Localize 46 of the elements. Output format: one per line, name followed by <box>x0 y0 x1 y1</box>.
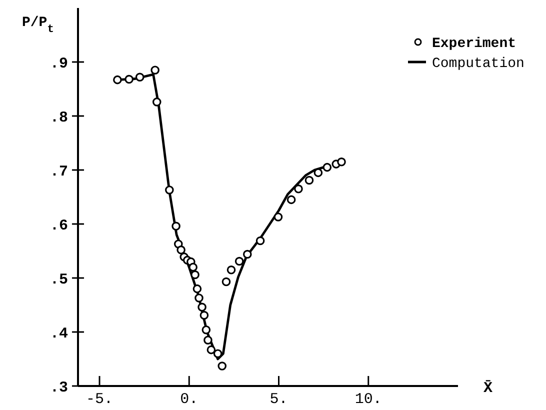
y-tick-label: .8 <box>50 109 68 126</box>
point <box>135 72 144 82</box>
y-tick-label: .6 <box>50 217 68 234</box>
point <box>304 176 314 185</box>
x-tick-label: 10. <box>354 391 382 408</box>
point <box>274 212 283 222</box>
point <box>204 336 212 344</box>
legend-label: Experiment <box>432 36 516 52</box>
point <box>314 168 323 178</box>
point <box>192 284 202 294</box>
y-tick-label: .5 <box>50 271 68 288</box>
point <box>222 277 231 286</box>
point <box>176 246 186 254</box>
point <box>190 270 200 280</box>
point <box>213 349 222 358</box>
point <box>152 98 162 106</box>
point <box>188 262 198 272</box>
legend-label: Computation <box>432 56 524 72</box>
point <box>322 162 332 172</box>
point <box>202 325 211 334</box>
point <box>172 222 180 231</box>
y-axis-title: P/P$_{t}$ <box>22 15 54 36</box>
x-tick-label: 5. <box>270 391 288 408</box>
point <box>286 195 296 204</box>
point <box>165 186 174 194</box>
point <box>150 66 160 74</box>
point <box>256 236 265 246</box>
x-tick-label: 0. <box>180 391 198 408</box>
point <box>226 266 236 274</box>
point <box>294 184 303 194</box>
point <box>200 310 209 320</box>
point <box>218 362 227 370</box>
point <box>124 74 134 84</box>
x-tick-label: -5. <box>86 391 114 408</box>
point <box>113 75 122 84</box>
point <box>206 345 216 354</box>
point <box>194 294 204 302</box>
y-tick-label: .3 <box>50 379 68 396</box>
point <box>337 158 346 166</box>
y-tick-label: .4 <box>50 325 68 342</box>
point <box>198 302 206 312</box>
y-tick-label: .9 <box>50 55 68 72</box>
y-tick-label: .7 <box>50 163 68 180</box>
point <box>242 250 252 259</box>
x-axis-title: X̄ <box>483 380 493 397</box>
point <box>234 256 244 266</box>
